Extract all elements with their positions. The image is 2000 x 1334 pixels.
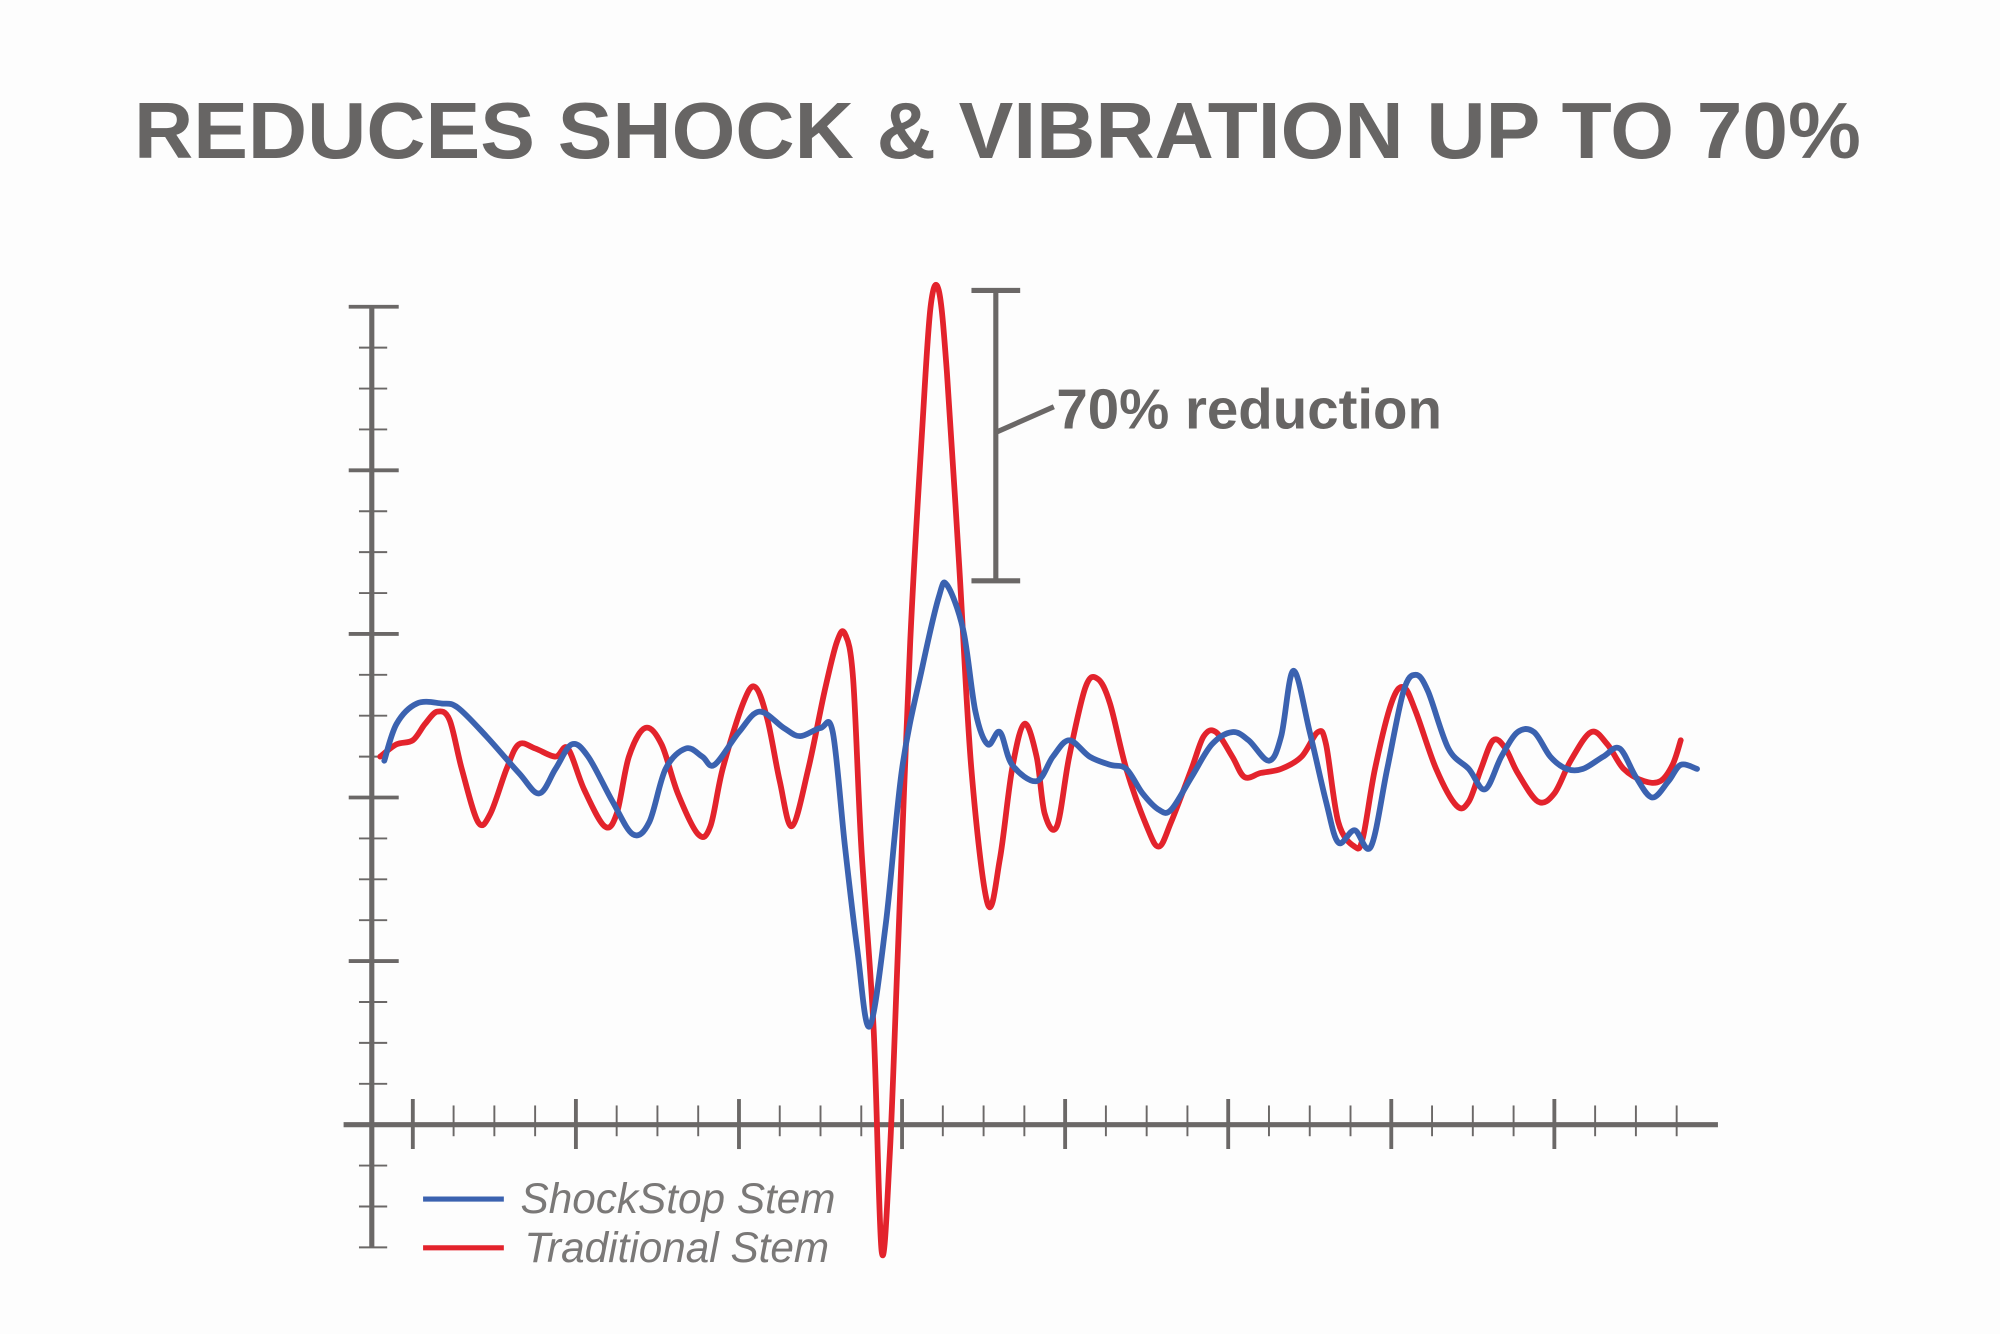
chart-title: REDUCES SHOCK & VIBRATION UP TO 70%: [134, 86, 1861, 175]
series-lines: [377, 281, 1700, 1258]
annotation-label: 70% reduction: [1056, 378, 1442, 441]
legend-label-shockstop: ShockStop Stem: [521, 1175, 836, 1222]
legend: ShockStop Stem Traditional Stem: [423, 1175, 836, 1271]
axes: [343, 304, 1718, 1249]
series-line-shockstop: [381, 579, 1700, 1030]
series-line-traditional: [377, 281, 1684, 1258]
annotation-leader: [994, 404, 1055, 435]
reduction-annotation: 70% reduction: [971, 287, 1442, 584]
legend-label-traditional: Traditional Stem: [524, 1224, 829, 1271]
